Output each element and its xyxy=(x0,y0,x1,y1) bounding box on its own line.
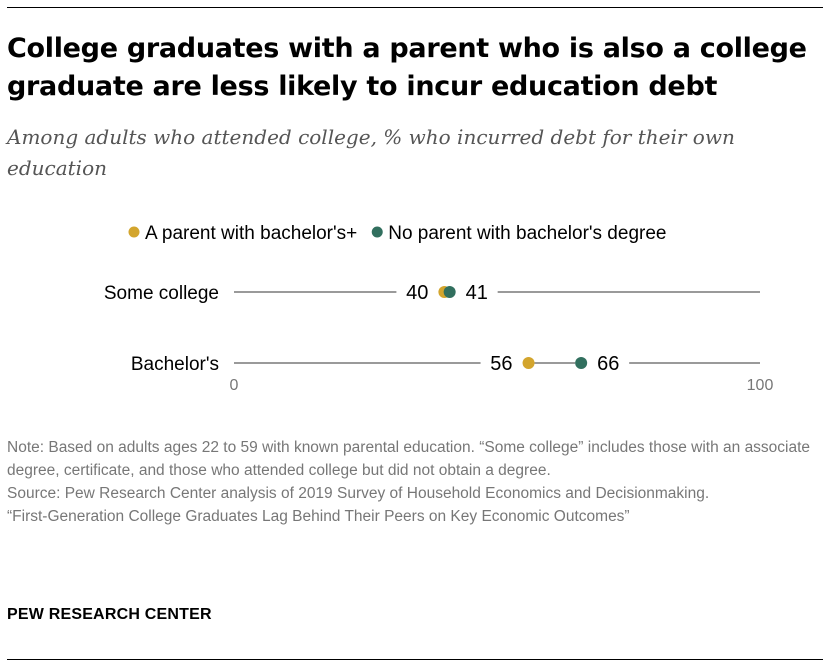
note-text: Note: Based on adults ages 22 to 59 with… xyxy=(7,439,811,479)
category-label: Bachelor's xyxy=(131,354,219,375)
chart-title: College graduates with a parent who is a… xyxy=(7,33,807,102)
category-label: Some college xyxy=(104,283,219,304)
data-label: 66 xyxy=(597,353,619,375)
x-tick-label: 100 xyxy=(747,377,774,394)
top-rule xyxy=(7,7,823,8)
source-text: Source: Pew Research Center analysis of … xyxy=(7,485,710,502)
chart-svg: A parent with bachelor's+ No parent with … xyxy=(104,223,774,394)
x-tick-label: 0 xyxy=(230,377,239,394)
brand-name: PEW RESEARCH CENTER xyxy=(7,606,212,623)
data-point xyxy=(575,357,588,369)
data-label: 41 xyxy=(466,282,488,304)
notes-block: Note: Based on adults ages 22 to 59 with… xyxy=(7,436,817,528)
chart-subtitle: Among adults who attended college, % who… xyxy=(7,125,735,180)
data-point xyxy=(443,286,456,298)
report-title-text: “First-Generation College Graduates Lag … xyxy=(7,508,630,525)
dot-plot-chart: A parent with bachelor's+ No parent with … xyxy=(0,210,840,410)
bottom-rule xyxy=(7,659,823,660)
data-label: 40 xyxy=(406,282,428,304)
legend-marker-1 xyxy=(128,226,140,238)
legend-label-1: A parent with bachelor's+ xyxy=(145,223,357,244)
data-label: 56 xyxy=(490,353,512,375)
legend-label-2: No parent with bachelor's degree xyxy=(388,223,666,244)
legend-marker-2 xyxy=(371,226,383,238)
data-point xyxy=(522,357,535,369)
